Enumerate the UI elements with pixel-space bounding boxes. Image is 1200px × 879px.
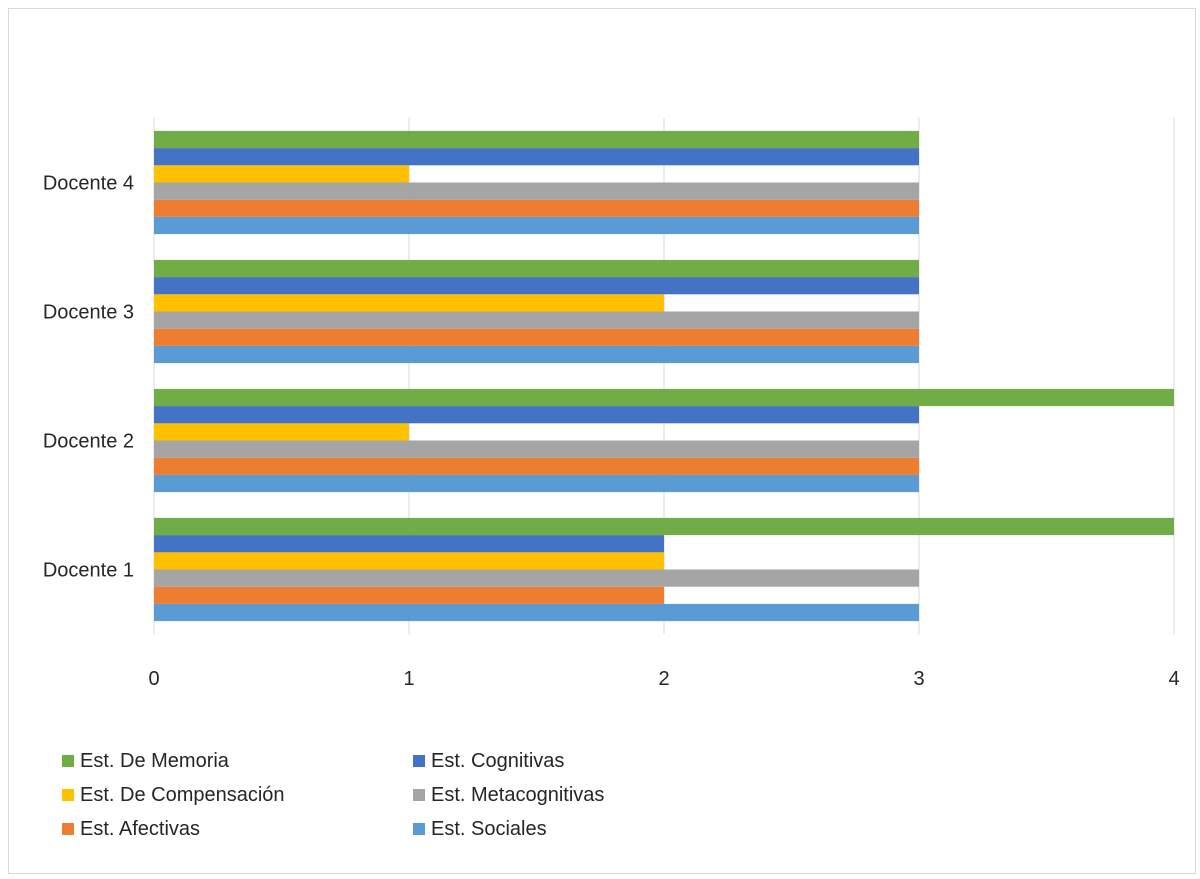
bar-est-afectivas-docente-1 [154,586,664,604]
category-label: Docente 3 [43,302,134,324]
bar-est-cognitivas-docente-1 [154,535,664,553]
legend-item: Est. Cognitivas [413,748,564,774]
x-tick-label: 4 [1168,668,1179,690]
bar-est-de-memoria-docente-4 [154,130,919,149]
legend-swatch [62,789,74,801]
legend-label: Est. Afectivas [80,817,201,840]
bar-est-de-compensaci-n-docente-2 [154,423,409,441]
legend-item: Est. De Compensación [62,782,285,808]
legend-label: Est. Sociales [431,817,547,840]
legend-item: Est. Metacognitivas [413,782,604,808]
bar-est-cognitivas-docente-4 [154,148,919,166]
category-label: Docente 2 [43,431,134,453]
bar-est-metacognitivas-docente-1 [154,569,919,587]
legend-label: Est. De Memoria [80,749,229,772]
legend-label: Est. Cognitivas [431,749,565,772]
bar-est-de-memoria-docente-1 [154,517,1174,536]
x-tick-label: 2 [658,668,669,690]
legend-item: Est. De Memoria [62,748,229,774]
bar-est-afectivas-docente-4 [154,199,919,217]
bar-est-afectivas-docente-2 [154,457,919,475]
bar-est-cognitivas-docente-2 [154,406,919,424]
bar-est-sociales-docente-2 [154,474,919,493]
legend-swatch [62,823,74,835]
legend-swatch [413,755,425,767]
bar-est-sociales-docente-4 [154,216,919,235]
bar-est-de-memoria-docente-2 [154,388,1174,407]
bar-est-metacognitivas-docente-2 [154,440,919,458]
legend-swatch [413,789,425,801]
bar-est-sociales-docente-3 [154,345,919,364]
bar-est-afectivas-docente-3 [154,328,919,346]
legend-swatch [413,823,425,835]
bar-est-de-compensaci-n-docente-1 [154,552,664,570]
bar-est-de-compensaci-n-docente-4 [154,165,409,183]
legend-swatch [62,755,74,767]
x-tick-label: 1 [403,668,414,690]
category-label: Docente 1 [43,560,134,582]
x-tick-label: 3 [913,668,924,690]
bar-est-de-memoria-docente-3 [154,259,919,278]
bar-est-metacognitivas-docente-4 [154,182,919,200]
bar-est-de-compensaci-n-docente-3 [154,294,664,312]
legend-label: Est. De Compensación [80,783,285,806]
legend-item: Est. Sociales [413,816,547,842]
bar-est-cognitivas-docente-3 [154,277,919,295]
x-tick-label: 0 [148,668,159,690]
legend-label: Est. Metacognitivas [431,783,605,806]
category-label: Docente 4 [43,173,134,195]
bar-est-sociales-docente-1 [154,603,919,622]
bar-est-metacognitivas-docente-3 [154,311,919,329]
legend-item: Est. Afectivas [62,816,200,842]
